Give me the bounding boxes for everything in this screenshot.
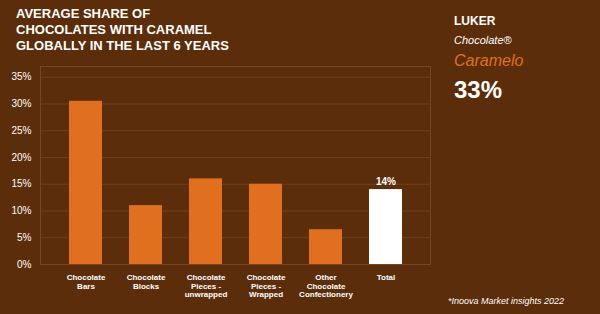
svg-text:5%: 5% — [17, 232, 32, 243]
svg-text:30%: 30% — [11, 98, 31, 109]
svg-text:OtherChocolateConfectionery: OtherChocolateConfectionery — [299, 273, 353, 300]
svg-text:ChocolateBars: ChocolateBars — [67, 273, 106, 291]
html-text:33%: 33% — [454, 76, 502, 103]
html-text:AVERAGE SHARE OF CHOCOLATES WI: AVERAGE SHARE OF CHOCOLATES WITH CARAMEL… — [16, 6, 229, 53]
svg-text:14%: 14% — [376, 176, 396, 187]
svg-text:Total: Total — [377, 273, 396, 282]
svg-text:0%: 0% — [17, 259, 32, 270]
svg-text:ChocolateBlocks: ChocolateBlocks — [127, 273, 166, 291]
html-text:LUKER: LUKER — [454, 14, 496, 28]
svg-text:ChocolatePieces -Wrapped: ChocolatePieces -Wrapped — [247, 273, 286, 300]
svg-text:10%: 10% — [11, 205, 31, 216]
svg-text:ChocolatePieces -unwrapped: ChocolatePieces -unwrapped — [185, 273, 228, 300]
html-text:*Inoova Market insights 2022: *Inoova Market insights 2022 — [448, 296, 565, 306]
svg-text:25%: 25% — [11, 125, 31, 136]
svg-text:15%: 15% — [11, 178, 31, 189]
html-text:Caramelo: Caramelo — [454, 52, 524, 69]
svg-text:35%: 35% — [11, 71, 31, 82]
html-text:Chocolate®: Chocolate® — [454, 34, 512, 46]
svg-text:20%: 20% — [11, 152, 31, 163]
